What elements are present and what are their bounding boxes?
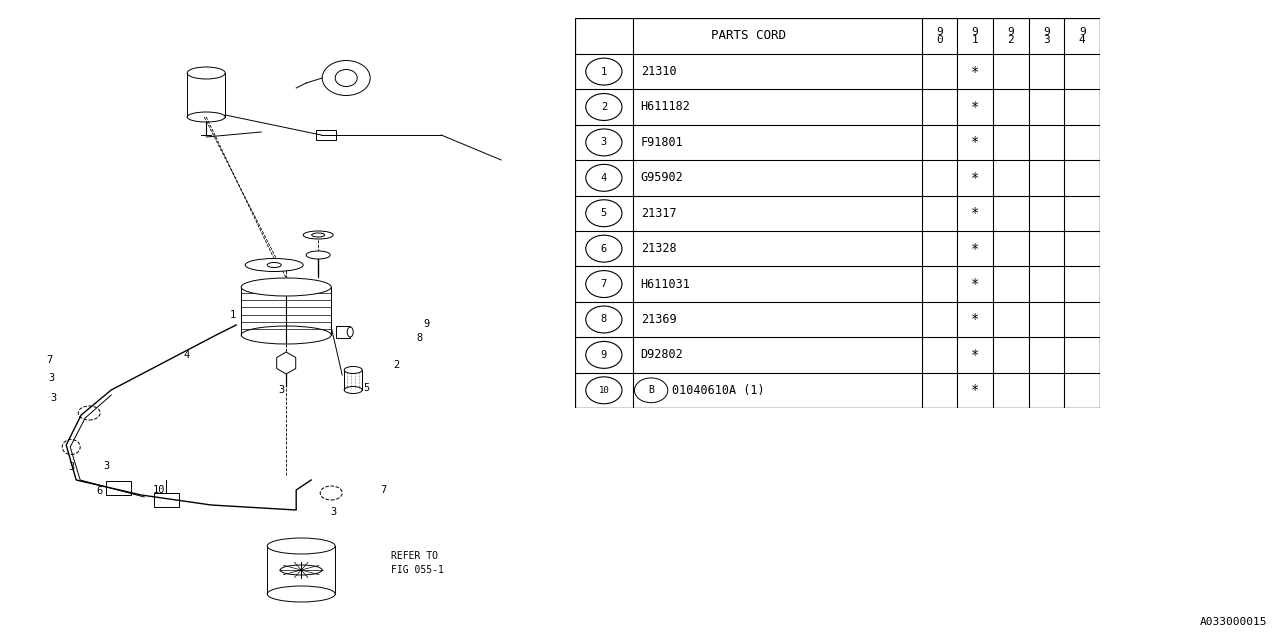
Text: 01040610A (1): 01040610A (1) <box>672 384 764 397</box>
Text: 3: 3 <box>49 373 54 383</box>
Polygon shape <box>337 326 351 338</box>
Text: 3: 3 <box>278 385 284 395</box>
Text: 21328: 21328 <box>640 242 676 255</box>
Text: 3: 3 <box>68 462 74 472</box>
Text: *: * <box>970 100 979 114</box>
Text: 3: 3 <box>50 393 56 403</box>
Text: 3: 3 <box>600 138 607 147</box>
Text: 7: 7 <box>600 279 607 289</box>
Text: *: * <box>970 242 979 255</box>
Ellipse shape <box>306 251 330 259</box>
Text: 21317: 21317 <box>640 207 676 220</box>
Text: 9
3: 9 3 <box>1043 26 1050 45</box>
Text: 6: 6 <box>96 486 102 496</box>
Text: 1: 1 <box>230 310 237 320</box>
Ellipse shape <box>268 538 335 554</box>
Text: *: * <box>970 348 979 362</box>
Text: *: * <box>970 171 979 185</box>
Text: 3: 3 <box>330 507 337 517</box>
Text: 8: 8 <box>416 333 422 343</box>
Text: B: B <box>648 385 654 396</box>
Ellipse shape <box>241 278 332 296</box>
Text: D92802: D92802 <box>640 348 684 362</box>
Text: 4: 4 <box>600 173 607 183</box>
Text: 5: 5 <box>600 208 607 218</box>
Ellipse shape <box>347 327 353 337</box>
Text: 21369: 21369 <box>640 313 676 326</box>
Polygon shape <box>276 352 296 374</box>
Text: 9
4: 9 4 <box>1079 26 1085 45</box>
Text: 10: 10 <box>599 386 609 395</box>
Text: 9
1: 9 1 <box>972 26 978 45</box>
Text: *: * <box>970 312 979 326</box>
Ellipse shape <box>344 367 362 374</box>
Text: *: * <box>970 383 979 397</box>
Text: 21310: 21310 <box>640 65 676 78</box>
Text: *: * <box>970 277 979 291</box>
Text: 5: 5 <box>364 383 370 393</box>
Text: 9: 9 <box>600 350 607 360</box>
Text: REFER TO
FIG 055-1: REFER TO FIG 055-1 <box>392 552 444 575</box>
Ellipse shape <box>303 231 333 239</box>
Text: H611031: H611031 <box>640 278 690 291</box>
Text: 9
0: 9 0 <box>936 26 943 45</box>
Text: 9: 9 <box>424 319 429 329</box>
Ellipse shape <box>187 67 225 79</box>
Text: 9
2: 9 2 <box>1007 26 1014 45</box>
Text: G95902: G95902 <box>640 172 684 184</box>
Text: *: * <box>970 65 979 79</box>
Text: 7: 7 <box>46 355 52 365</box>
Text: 4: 4 <box>183 350 189 360</box>
Text: H611182: H611182 <box>640 100 690 113</box>
Text: 2: 2 <box>393 360 399 370</box>
Ellipse shape <box>323 61 370 95</box>
Text: 10: 10 <box>152 485 165 495</box>
Text: PARTS CORD: PARTS CORD <box>710 29 786 42</box>
Text: F91801: F91801 <box>640 136 684 149</box>
Text: 8: 8 <box>600 314 607 324</box>
Text: 6: 6 <box>600 244 607 253</box>
Text: 3: 3 <box>104 461 109 471</box>
Text: 2: 2 <box>600 102 607 112</box>
Text: 7: 7 <box>380 485 387 495</box>
Text: *: * <box>970 206 979 220</box>
Text: *: * <box>970 136 979 149</box>
Text: 1: 1 <box>600 67 607 77</box>
Ellipse shape <box>246 259 303 271</box>
Text: A033000015: A033000015 <box>1199 617 1267 627</box>
